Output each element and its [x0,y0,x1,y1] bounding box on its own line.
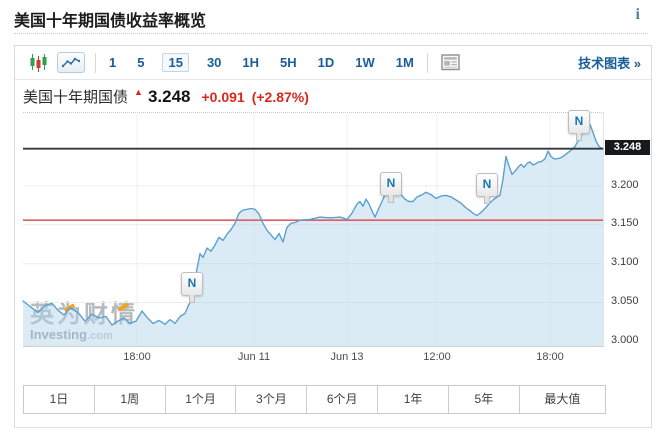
news-marker[interactable]: N [380,172,402,203]
chart-widget: 1 5 15 30 1H 5H 1D 1W 1M 技术图表 » 美国十年期国债 ▲ 3.248 … [14,45,652,428]
y-axis-label: 3.150 [611,217,639,230]
toolbar-separator [95,52,96,73]
toolbar: 1 5 15 30 1H 5H 1D 1W 1M 技术图表 » [15,46,651,80]
interval-15[interactable]: 15 [162,53,189,72]
up-arrow-icon: ▲ [134,87,143,97]
range-button-1[interactable]: 1日 [49,392,69,406]
y-axis-label: 3.100 [611,256,639,269]
news-marker[interactable]: N [568,110,590,141]
line-chart-button[interactable] [57,52,85,73]
range-button-4[interactable]: 3个月 [235,386,306,413]
quote-row: 美国十年期国债 ▲ 3.248 +0.091 (+2.87%) [23,86,309,107]
x-axis-label: 18:00 [123,351,151,363]
y-axis-label: 3.050 [611,295,639,307]
watermark-brand: Investing.com [30,328,138,343]
range-button-3[interactable]: 1个月 [164,386,236,413]
x-axis-label: 18:00 [536,351,564,363]
news-marker[interactable]: N [181,272,203,303]
technical-chart-link[interactable]: 技术图表 » [578,56,641,71]
x-axis-label: Jun 13 [330,351,364,363]
interval-1D[interactable]: 1D [317,55,335,70]
news-marker[interactable]: N [476,173,498,204]
last-price: 3.248 [147,87,191,106]
interval-5H[interactable]: 5H [280,55,297,70]
interval-1H[interactable]: 1H [242,55,260,70]
chart-canvas [22,113,604,346]
price-chart[interactable]: 英为财情 Investing.com N N N N [22,110,604,347]
range-button-7[interactable]: 5年 [447,386,519,413]
candlestick-chart-button[interactable] [27,52,50,74]
interval-selector: 1 5 15 30 1H 5H 1D 1W 1M [106,53,417,72]
info-icon[interactable]: i [635,6,640,23]
newspaper-icon [441,54,460,71]
toolbar-separator [426,52,428,73]
last-price-tag: 3.248 [605,140,650,156]
interval-1M[interactable]: 1M [395,55,414,70]
range-button-6[interactable]: 1年 [377,386,448,413]
x-axis-label: Jun 11 [237,351,271,363]
price-change: +0.091 [201,89,245,105]
watermark-logo-text: 英为财情 [30,301,138,328]
watermark: 英为财情 Investing.com [30,301,138,343]
watermark-brand-tld: .com [87,330,113,342]
range-selector: 1日 1周 1个月 3个月 6个月 1年 5年 最大值 [23,385,606,414]
candlestick-icon [30,53,47,72]
line-chart-icon [62,57,80,68]
range-button-5[interactable]: 6个月 [306,386,377,413]
price-change-percent: (+2.87%) [251,89,309,105]
range-button-2[interactable]: 1周 [93,386,165,413]
page-title: 美国十年期国债收益率概览 [14,13,207,30]
x-axis-label: 12:00 [423,351,451,363]
interval-5[interactable]: 5 [137,55,145,70]
watermark-brand-name: Investing [30,327,87,342]
range-button-8[interactable]: 最大值 [518,386,605,413]
y-axis-label: 3.000 [611,333,639,346]
interval-1W[interactable]: 1W [355,55,375,70]
news-toggle-button[interactable] [438,52,464,73]
y-axis-label: 3.200 [611,178,639,191]
instrument-name: 美国十年期国债 [23,89,129,106]
interval-30[interactable]: 30 [206,55,222,70]
interval-1[interactable]: 1 [109,55,117,70]
title-bar: 美国十年期国债收益率概览 i [14,0,648,34]
